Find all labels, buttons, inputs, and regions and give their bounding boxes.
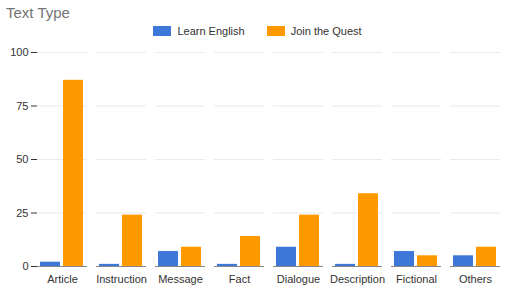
html-text:Join the Quest: Join the Quest [290,25,362,37]
svg-text:Instruction: Instruction [96,273,147,285]
svg-text:Fact: Fact [229,273,250,285]
svg-text:Dialogue: Dialogue [277,273,320,285]
svg-text:25: 25 [16,207,28,219]
svg-text:Article: Article [47,273,78,285]
svg-text:50: 50 [16,153,28,165]
html-text:Learn English: Learn English [177,25,245,37]
svg-text:Message: Message [158,273,203,285]
svg-text:0: 0 [22,260,28,272]
svg-text:75: 75 [16,100,28,112]
svg-text:100: 100 [10,46,28,58]
svg-text:Description: Description [330,273,385,285]
html-text:Text Type: Text Type [6,4,70,21]
svg-text:Fictional: Fictional [396,273,437,285]
svg-text:Others: Others [459,273,493,285]
